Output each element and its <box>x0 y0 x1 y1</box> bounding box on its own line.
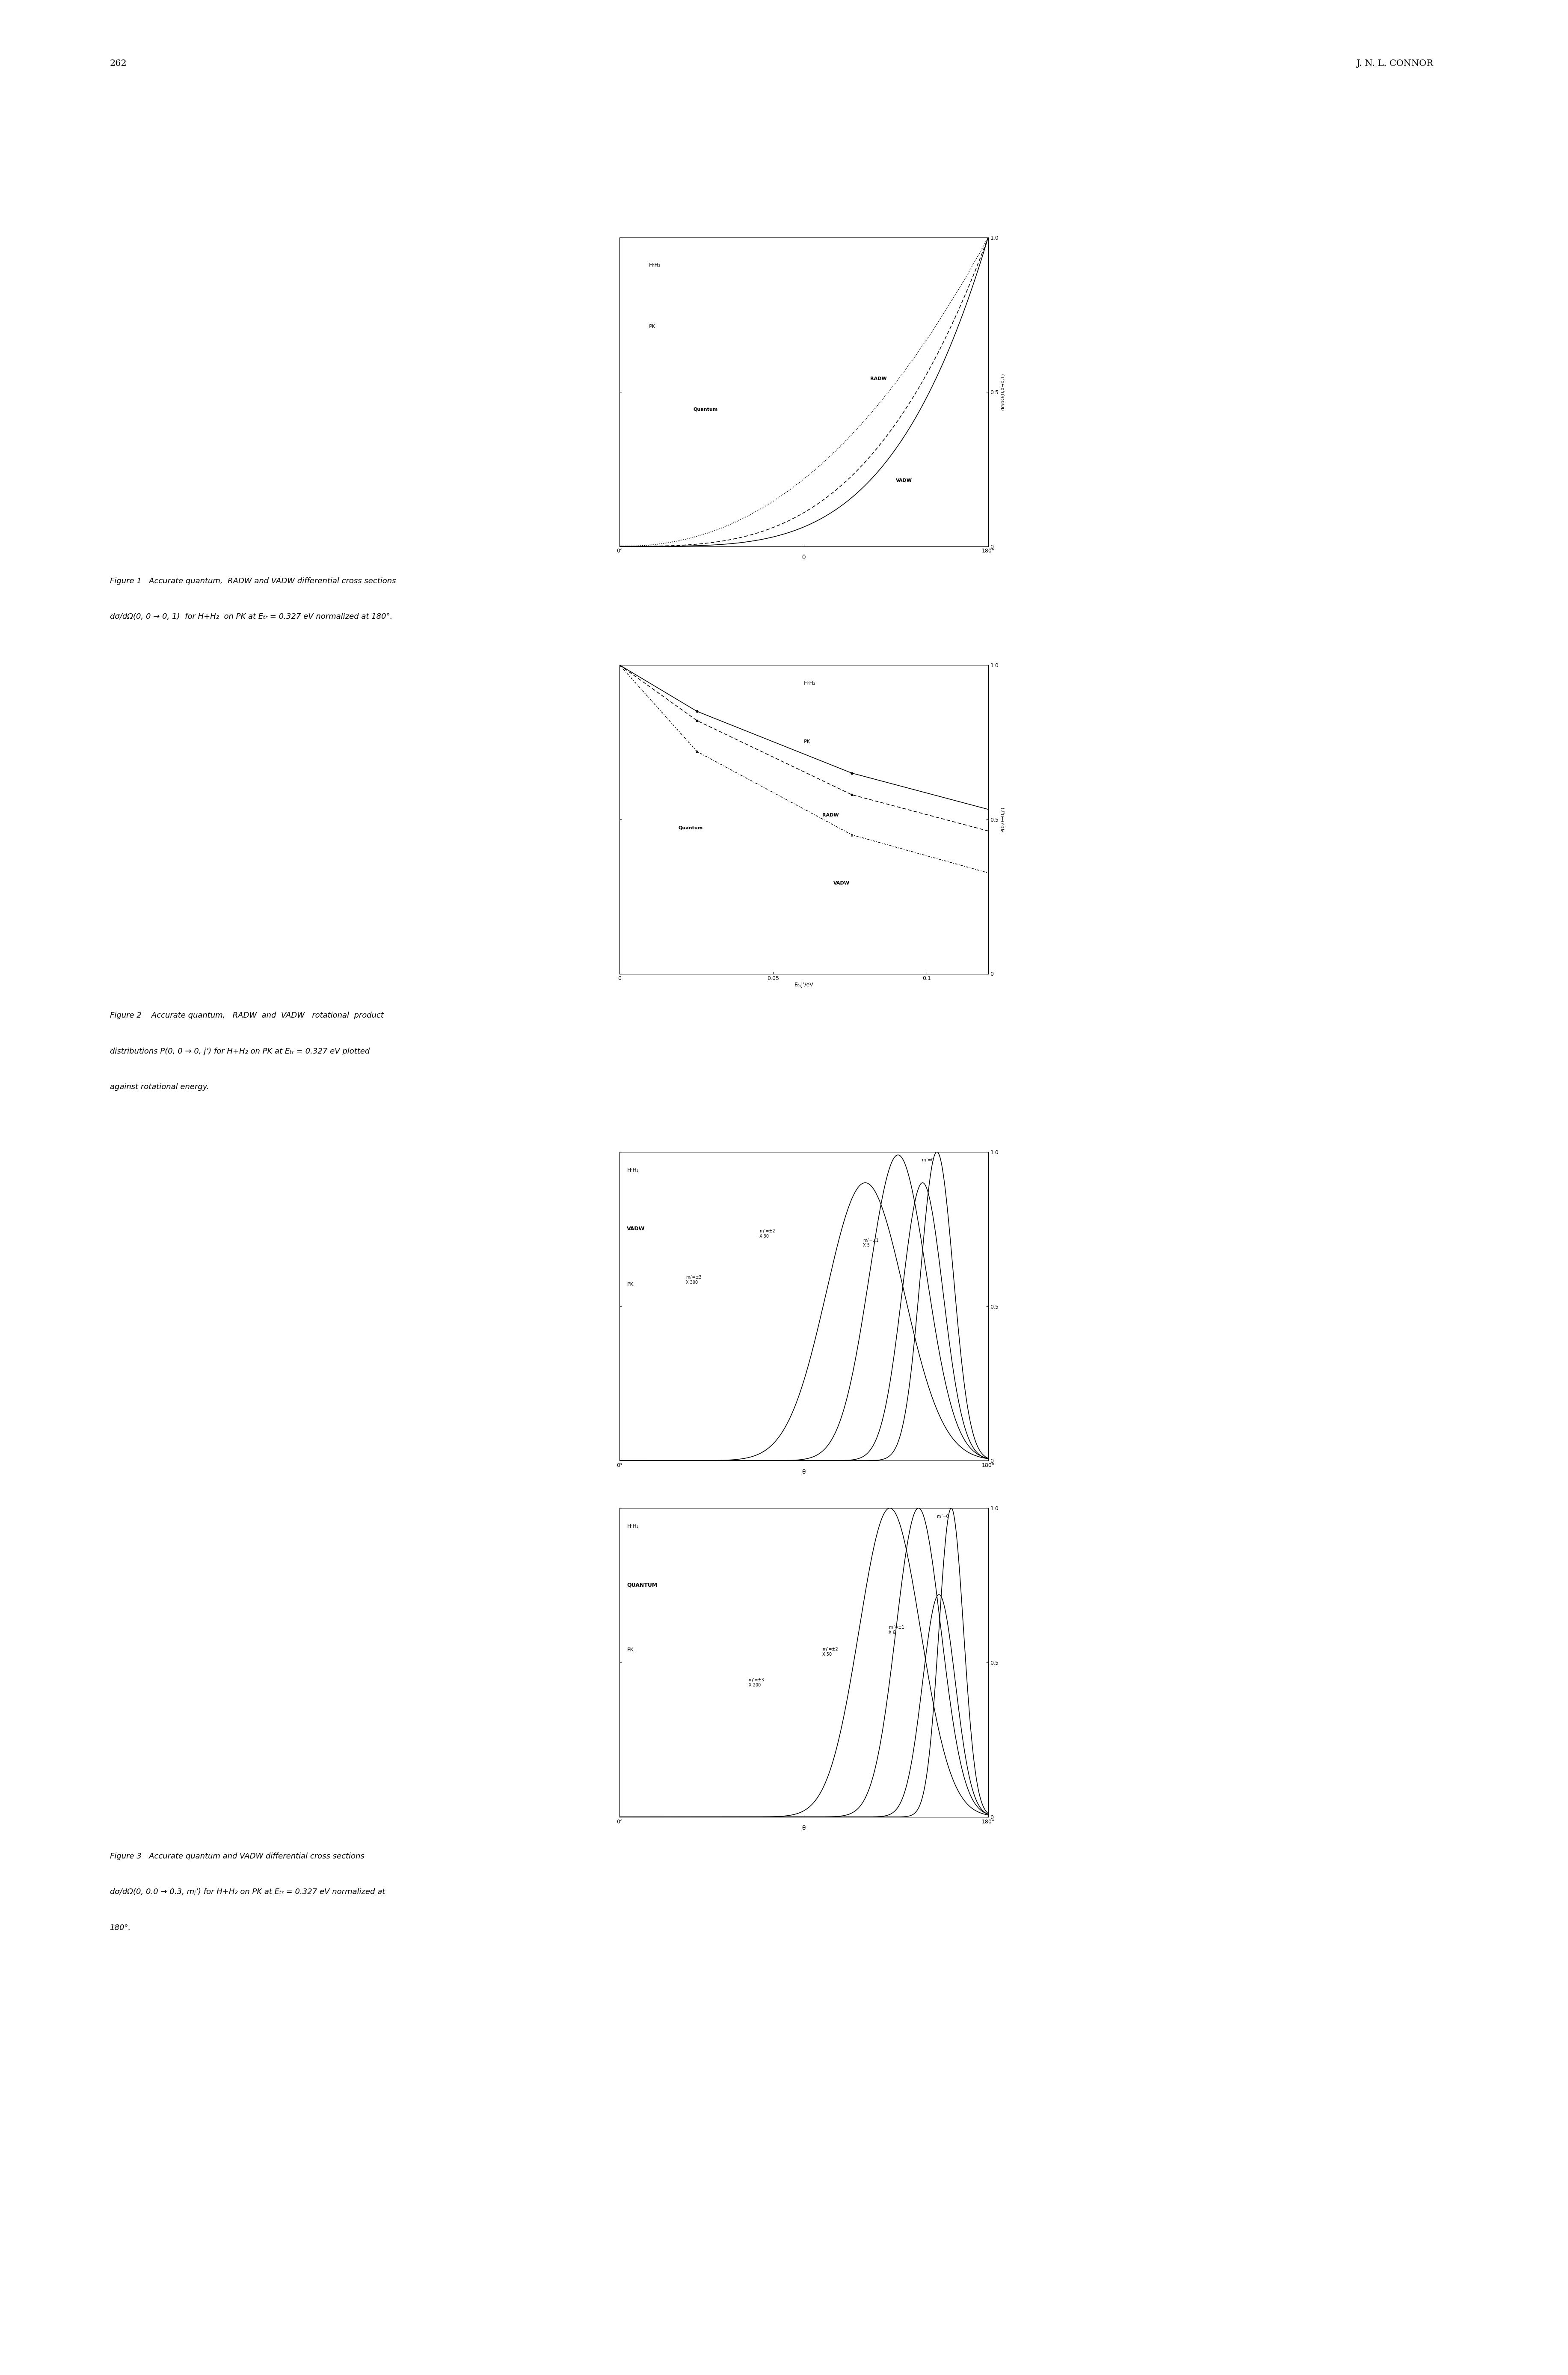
Text: Quantum: Quantum <box>693 408 718 411</box>
Text: RADW: RADW <box>870 375 886 380</box>
Y-axis label: P(0,0→0,j’): P(0,0→0,j’) <box>1000 808 1005 831</box>
Text: mⱼ’=±2
X 50: mⱼ’=±2 X 50 <box>822 1648 837 1655</box>
Text: PK: PK <box>627 1282 633 1287</box>
Text: against rotational energy.: against rotational energy. <box>110 1083 209 1090</box>
Text: H·H₂: H·H₂ <box>649 261 660 268</box>
Text: mⱼ’=0: mⱼ’=0 <box>922 1159 935 1161</box>
Text: VADW: VADW <box>833 881 850 886</box>
Text: H·H₂: H·H₂ <box>803 679 815 686</box>
Text: 180°.: 180°. <box>110 1924 130 1931</box>
Text: Figure 2    Accurate quantum,   RADW  and  VADW   rotational  product: Figure 2 Accurate quantum, RADW and VADW… <box>110 1012 384 1019</box>
Text: PK: PK <box>649 323 655 330</box>
Text: mⱼ’=±3
X 300: mⱼ’=±3 X 300 <box>685 1275 701 1285</box>
X-axis label: θ: θ <box>801 1824 806 1831</box>
Text: dσ/dΩ(0, 0 → 0, 1)  for H+H₂  on PK at Eₜᵣ = 0.327 eV normalized at 180°.: dσ/dΩ(0, 0 → 0, 1) for H+H₂ on PK at Eₜᵣ… <box>110 613 392 620</box>
Text: Figure 3   Accurate quantum and VADW differential cross sections: Figure 3 Accurate quantum and VADW diffe… <box>110 1852 364 1860</box>
Text: J. N. L. CONNOR: J. N. L. CONNOR <box>1356 59 1433 66</box>
Text: PK: PK <box>627 1648 633 1653</box>
Text: RADW: RADW <box>822 812 839 817</box>
Text: QUANTUM: QUANTUM <box>627 1582 657 1589</box>
Y-axis label: dσ/dΩ(0,0→0,1): dσ/dΩ(0,0→0,1) <box>1000 373 1005 411</box>
Text: PK: PK <box>803 739 811 746</box>
Text: Quantum: Quantum <box>679 826 702 829</box>
Text: VADW: VADW <box>627 1226 644 1233</box>
Text: VADW: VADW <box>895 477 913 482</box>
X-axis label: E₀,j’/eV: E₀,j’/eV <box>793 981 814 988</box>
Text: dσ/dΩ(0, 0.0 → 0.3, mⱼ’) for H+H₂ on PK at Eₜᵣ = 0.327 eV normalized at: dσ/dΩ(0, 0.0 → 0.3, mⱼ’) for H+H₂ on PK … <box>110 1888 384 1895</box>
Text: mⱼ’=0: mⱼ’=0 <box>936 1515 949 1518</box>
Text: Figure 1   Accurate quantum,  RADW and VADW differential cross sections: Figure 1 Accurate quantum, RADW and VADW… <box>110 577 395 584</box>
Text: H·H₂: H·H₂ <box>627 1525 638 1530</box>
Text: mⱼ’=±3
X 200: mⱼ’=±3 X 200 <box>748 1677 764 1686</box>
Text: mⱼ’=±1
X 5: mⱼ’=±1 X 5 <box>862 1237 878 1247</box>
Text: mⱼ’=±1
X 6: mⱼ’=±1 X 6 <box>889 1625 905 1634</box>
Text: mⱼ’=±2
X 30: mⱼ’=±2 X 30 <box>759 1230 775 1237</box>
Text: distributions P(0, 0 → 0, j’) for H+H₂ on PK at Eₜᵣ = 0.327 eV plotted: distributions P(0, 0 → 0, j’) for H+H₂ o… <box>110 1047 370 1055</box>
Text: 262: 262 <box>110 59 127 66</box>
X-axis label: θ: θ <box>801 1468 806 1475</box>
Text: H·H₂: H·H₂ <box>627 1166 638 1173</box>
X-axis label: θ: θ <box>801 553 806 560</box>
